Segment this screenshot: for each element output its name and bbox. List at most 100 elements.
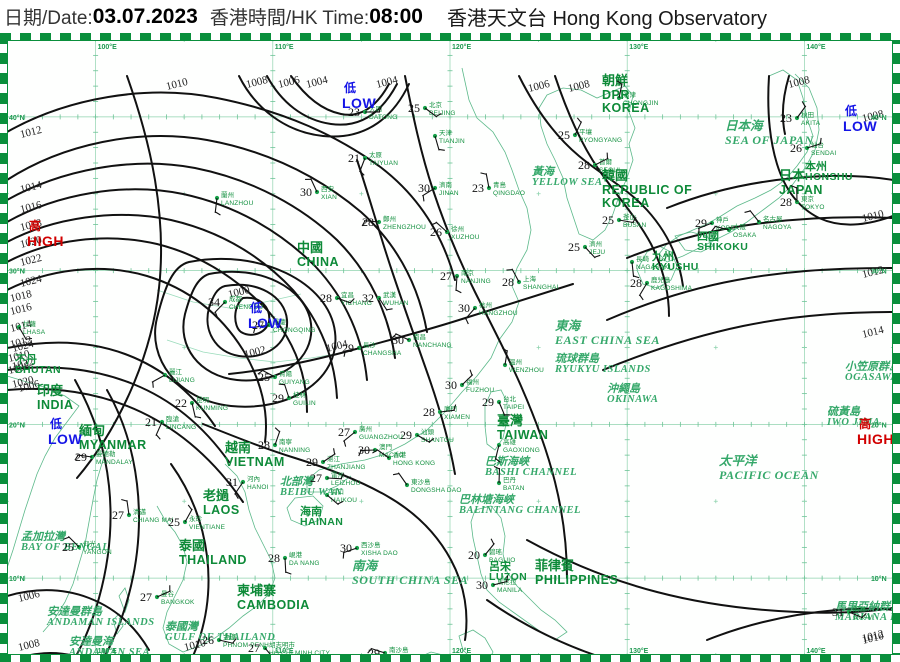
lon-tick-label: 140°E bbox=[806, 647, 825, 655]
lat-tick-label: 20°N bbox=[871, 421, 887, 429]
wind-barb-feather bbox=[274, 427, 280, 433]
station-name-cn: 香港 bbox=[393, 450, 407, 459]
wind-barb-feather bbox=[744, 210, 751, 213]
station-name-cn: 南沙島 bbox=[389, 645, 409, 654]
chart-canvas: 1012 1014 1016 1018 1020 1022 1024 1024 1022 1020… bbox=[7, 40, 893, 655]
station-name-en: BANGKOK bbox=[161, 599, 195, 606]
station-name-en: NANNING bbox=[279, 447, 310, 454]
station-name-en: NAGOYA bbox=[763, 224, 792, 231]
station-name-en: GUANGZHOU bbox=[359, 434, 403, 441]
station-name-cn: 東京 bbox=[801, 194, 815, 203]
station-temperature: 28 bbox=[423, 405, 435, 419]
geo-label-en: LAOS bbox=[203, 503, 240, 517]
pressure-centre-en: LOW bbox=[248, 315, 282, 331]
geo-label-en: YELLOW SEA bbox=[532, 177, 602, 188]
station-temperature: 29 bbox=[482, 395, 494, 409]
station-name-en: DA NANG bbox=[289, 560, 320, 567]
station-name-en: VIENTIANE bbox=[189, 524, 226, 531]
pressure-centre-cn: 高 bbox=[29, 218, 41, 233]
lat-tick-label: 10°N bbox=[871, 575, 887, 583]
station-name-en: CHONGJIN bbox=[623, 100, 659, 107]
isobar-label-group: 1012101410161018102010221024102410221020… bbox=[7, 74, 886, 654]
pressure-centre-en: HIGH bbox=[27, 233, 64, 249]
station-name-cn: 汕頭 bbox=[421, 427, 435, 436]
station-name-en: LIJIANG bbox=[169, 377, 195, 384]
station-name-cn: 神戶 bbox=[716, 215, 729, 224]
station-name-cn: 貴陽 bbox=[279, 369, 293, 378]
geo-label-cn: 朝鮮 bbox=[602, 73, 628, 89]
station-name-cn: 徐州 bbox=[451, 224, 464, 233]
station-temperature: 21 bbox=[348, 151, 360, 165]
station-temperature: 30 bbox=[458, 301, 470, 315]
pressure-centre-cn: 低 bbox=[249, 300, 262, 315]
station-name-cn: 濟南 bbox=[439, 180, 453, 189]
wind-barb-feather bbox=[490, 538, 495, 545]
station-name-en: GUIYANG bbox=[279, 379, 310, 386]
wind-barb-feather bbox=[469, 369, 473, 376]
wind-barb bbox=[485, 173, 490, 189]
wind-barb-feather bbox=[422, 195, 425, 202]
station-name-cn: 長沙 bbox=[363, 341, 377, 349]
station-temperature: 28 bbox=[258, 438, 270, 452]
station-temperature: 31 bbox=[832, 605, 844, 619]
station-temperature: 26 bbox=[790, 141, 802, 155]
station-name-en: HANOI bbox=[247, 484, 269, 491]
station-temperature: 25 bbox=[568, 240, 580, 254]
pressure-centre-cn: 低 bbox=[49, 416, 62, 431]
station-temperature: 28 bbox=[268, 551, 280, 565]
geo-label-en: CHINA bbox=[297, 255, 339, 269]
station-temperature: 30 bbox=[445, 378, 457, 392]
station-name-cn: 南京 bbox=[461, 268, 475, 277]
time-value: 08:00 bbox=[369, 4, 423, 28]
geo-label-en: OKINAWA bbox=[607, 394, 658, 405]
wind-barb bbox=[749, 209, 760, 223]
geo-label-cn: 東海 bbox=[555, 318, 583, 333]
isobar-label: 1022 bbox=[19, 252, 43, 269]
station-name-cn: 福州 bbox=[466, 377, 479, 386]
station-name-en: BATAN bbox=[503, 485, 525, 492]
geo-label-cn: 中國 bbox=[297, 240, 323, 256]
geo-label-en: REPUBLIC OF bbox=[602, 183, 692, 197]
station-name-en: LANZHOU bbox=[221, 200, 254, 207]
geo-label-en: SHIKOKU bbox=[697, 241, 748, 253]
wind-barb-feather bbox=[801, 101, 806, 107]
geo-label-cn: 太平洋 bbox=[718, 453, 759, 468]
label-layer: 1012101410161018102010221024102410221020… bbox=[7, 43, 893, 655]
date-value: 03.07.2023 bbox=[92, 4, 198, 28]
station-temperature: 27 bbox=[440, 269, 452, 283]
station-temperature: 32 bbox=[362, 291, 374, 305]
station-name-en: XIAMEN bbox=[444, 414, 470, 421]
wind-barb bbox=[126, 500, 130, 516]
station-temperature: 34 bbox=[208, 295, 220, 309]
geo-label-cn: 南海 bbox=[352, 558, 380, 573]
station-temperature: 28 bbox=[630, 276, 642, 290]
station-name-cn: 曼谷 bbox=[161, 589, 175, 598]
station-temperature: 25 bbox=[62, 540, 74, 554]
station-name-cn: 成都 bbox=[229, 294, 243, 303]
station-temperature: 30 bbox=[476, 578, 488, 592]
isobar-label: 1014 bbox=[19, 179, 44, 196]
geo-label-cn: 柬埔寨 bbox=[237, 583, 276, 599]
station-name-en: FUZHOU bbox=[466, 387, 494, 394]
wind-barb-feather bbox=[455, 289, 462, 294]
wind-barb-feather bbox=[342, 552, 345, 559]
station-name-en: PYONGYANG bbox=[579, 137, 622, 144]
station-temperature: 29 bbox=[342, 341, 354, 355]
geo-label-en: HONSHU bbox=[805, 171, 853, 183]
lat-tick-label: 40°N bbox=[9, 114, 25, 122]
station-name-en: SENDAI bbox=[811, 150, 836, 157]
station-name-en: TIANJIN bbox=[439, 138, 465, 145]
geo-label-en: PACIFIC OCEAN bbox=[719, 468, 820, 482]
station-name-cn: 關島 bbox=[853, 604, 867, 613]
isobar-label: 1008 bbox=[245, 74, 270, 91]
station-name-cn: 秋田 bbox=[801, 110, 814, 119]
station-name-cn: 南昌 bbox=[413, 332, 426, 341]
station-temperature: 26 bbox=[430, 225, 442, 239]
station-name-cn: 濟州 bbox=[589, 239, 602, 248]
station-name-en: NANJING bbox=[461, 278, 491, 285]
station-name-cn: 長崎 bbox=[636, 254, 650, 263]
lon-tick-label: 130°E bbox=[629, 647, 648, 655]
pressure-centre-en: HIGH bbox=[857, 431, 893, 447]
geo-label-cn: 緬甸 bbox=[79, 423, 105, 439]
